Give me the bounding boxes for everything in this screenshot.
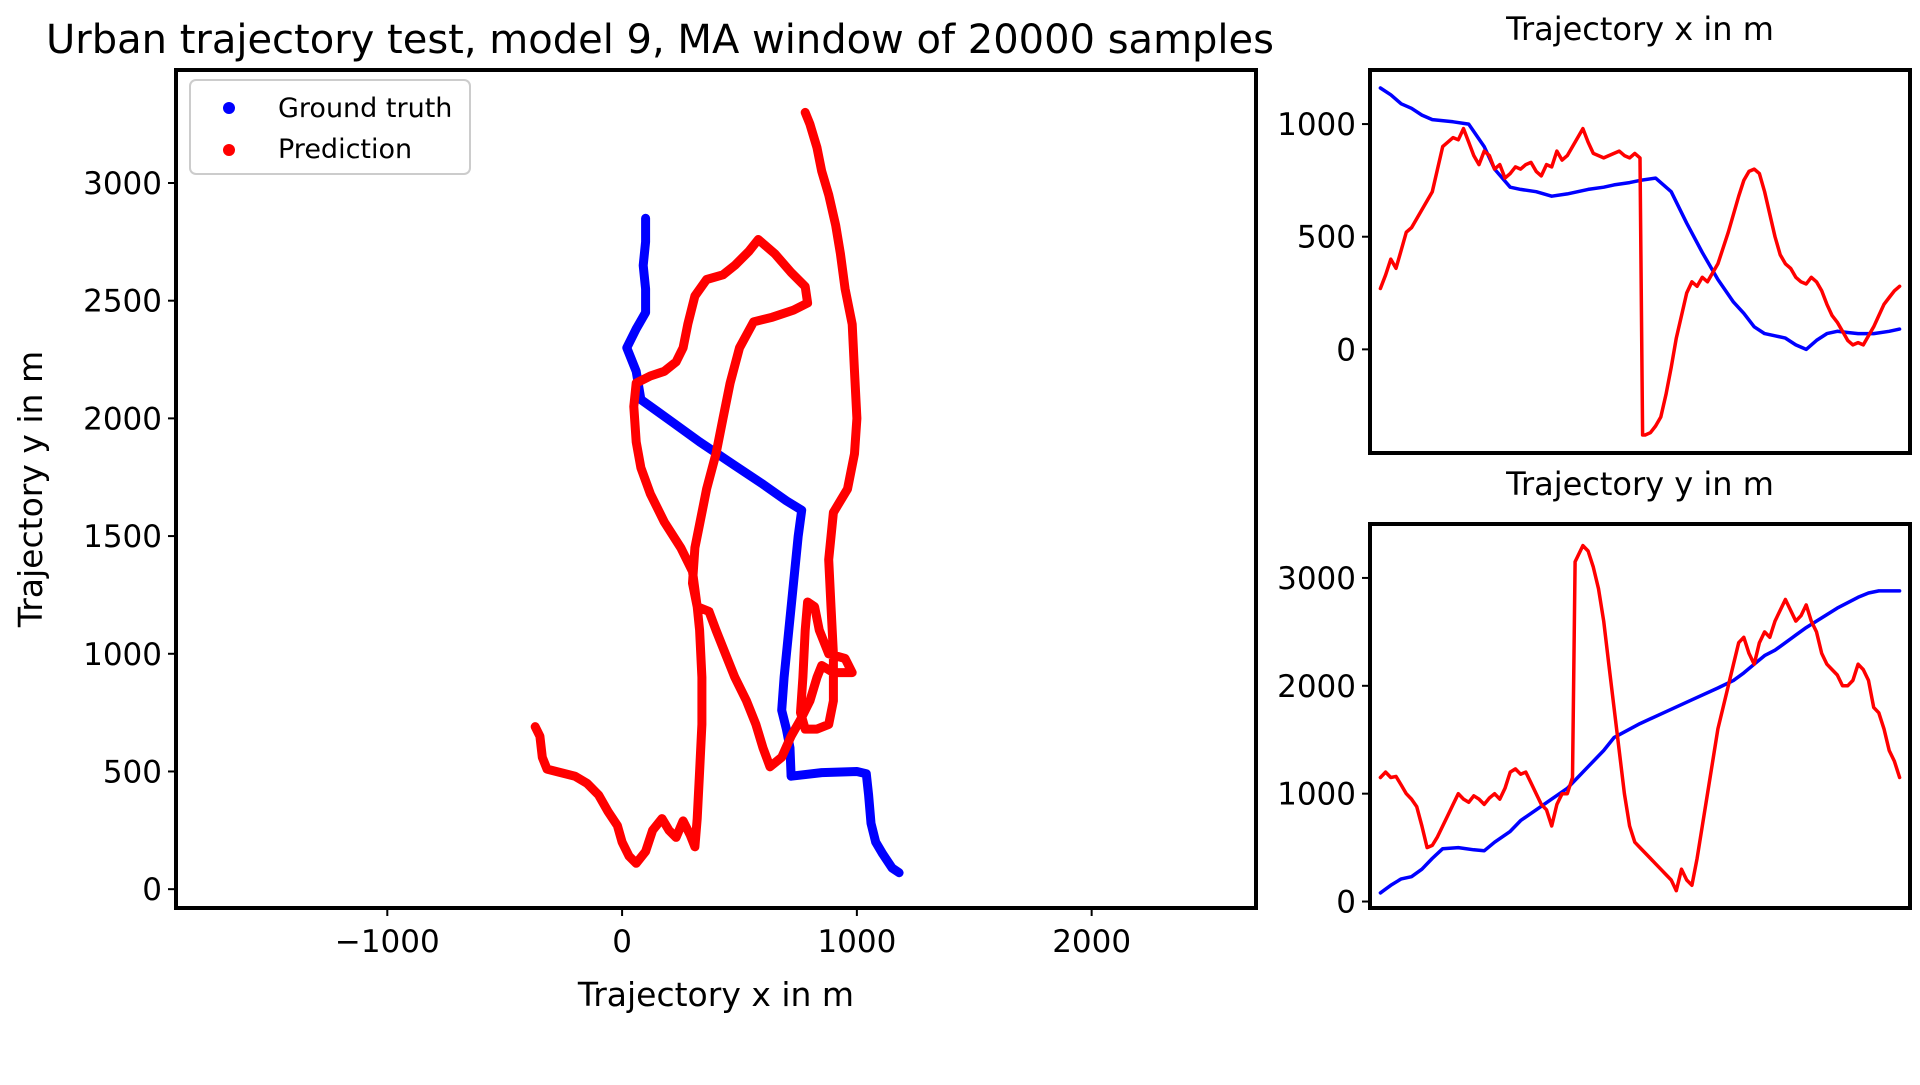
x-trajectory-y-tick-label: 500 xyxy=(1297,220,1356,256)
y-trajectory-series-ground-truth xyxy=(1378,589,1902,895)
x-trajectory-series-ground-truth xyxy=(1378,86,1902,352)
main-y-tick-label: 500 xyxy=(103,754,162,790)
x-trajectory-frame xyxy=(1368,68,1912,455)
main-x-tick-label: 0 xyxy=(612,924,632,960)
main-plot-frame xyxy=(174,68,1258,910)
main-y-tick-label: 1500 xyxy=(83,519,162,555)
legend-marker-ground-truth xyxy=(223,102,235,114)
x-trajectory-ticks: 0 500 1000 xyxy=(1277,107,1370,368)
y-trajectory-y-tick-label: 0 xyxy=(1336,885,1356,921)
main-x-tick-label: 1000 xyxy=(817,924,896,960)
x-trajectory-series-prediction xyxy=(1378,126,1902,437)
y-trajectory-frame xyxy=(1368,522,1912,910)
y-trajectory-y-tick-label: 1000 xyxy=(1277,777,1356,813)
y-trajectory-y-tick-label: 3000 xyxy=(1277,561,1356,597)
main-series-prediction xyxy=(530,107,862,868)
legend-box xyxy=(189,79,471,175)
legend: Ground truth Prediction xyxy=(189,79,471,175)
y-trajectory-y-tick-label: 2000 xyxy=(1277,669,1356,705)
main-x-tick-label: 2000 xyxy=(1052,924,1131,960)
x-trajectory-plot: Trajectory x in m 0 500 1000 xyxy=(1277,10,1912,455)
main-y-tick-label: 2000 xyxy=(83,401,162,437)
main-y-axis-label: Trajectory y in m xyxy=(11,351,50,628)
main-x-tick-label: −1000 xyxy=(335,924,440,960)
main-y-tick-label: 0 xyxy=(142,872,162,908)
main-scatter-plot: Urban trajectory test, model 9, MA windo… xyxy=(11,17,1274,1014)
main-y-tick-label: 1000 xyxy=(83,637,162,673)
legend-marker-prediction xyxy=(223,144,235,156)
main-y-tick-label: 3000 xyxy=(83,166,162,202)
legend-label-prediction: Prediction xyxy=(278,134,412,165)
main-x-axis-label: Trajectory x in m xyxy=(577,975,854,1014)
main-y-tick-label: 2500 xyxy=(83,284,162,320)
y-trajectory-series xyxy=(1378,543,1902,895)
x-trajectory-series xyxy=(1378,86,1902,437)
main-series-ground-truth xyxy=(622,213,904,878)
y-trajectory-title: Trajectory y in m xyxy=(1505,465,1774,503)
y-trajectory-plot: Trajectory y in m 0 1000 2000 3000 xyxy=(1277,465,1912,921)
x-trajectory-title: Trajectory x in m xyxy=(1505,10,1774,48)
y-trajectory-ticks: 0 1000 2000 3000 xyxy=(1277,561,1370,921)
main-series xyxy=(530,107,904,878)
x-trajectory-y-tick-label: 1000 xyxy=(1277,107,1356,143)
y-trajectory-series-prediction xyxy=(1378,543,1902,893)
main-ticks: 0 500 1000 1500 2000 2500 3000 −1000 0 1000 2000 xyxy=(83,166,1131,960)
main-chart-title: Urban trajectory test, model 9, MA windo… xyxy=(46,17,1274,63)
legend-label-ground-truth: Ground truth xyxy=(278,93,452,124)
x-trajectory-y-tick-label: 0 xyxy=(1336,332,1356,368)
